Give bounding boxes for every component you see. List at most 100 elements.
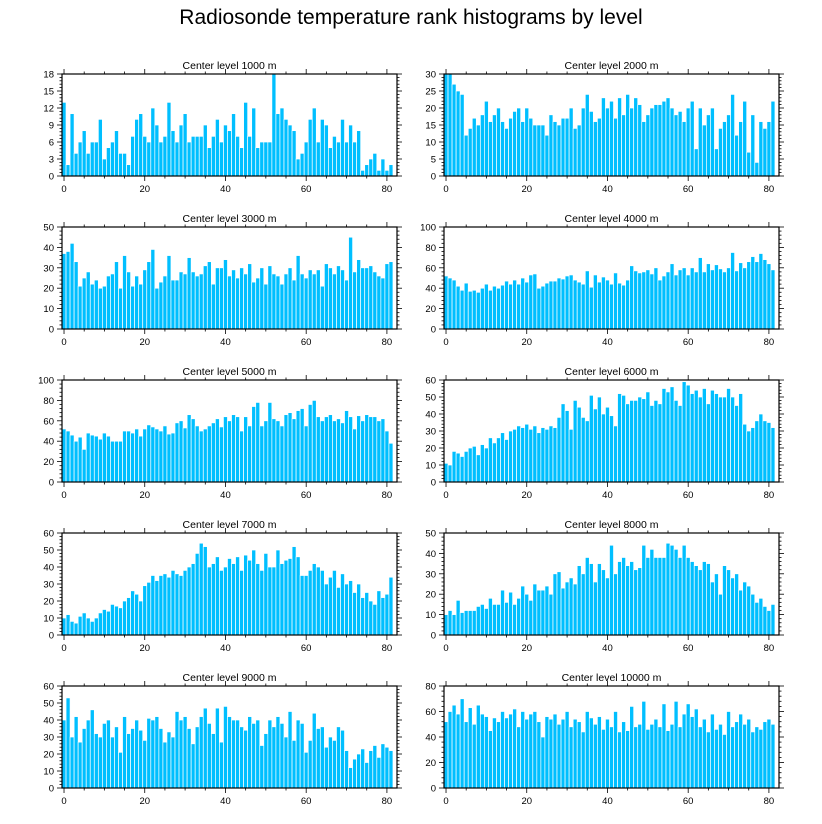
histogram-bar [548, 593, 554, 636]
histogram-bar [243, 416, 249, 483]
histogram-bar [637, 567, 643, 636]
y-tick-label: 0 [431, 631, 436, 642]
histogram-bar [645, 269, 651, 330]
histogram-bar [742, 267, 748, 330]
histogram-bar [726, 569, 731, 636]
histogram-bar [227, 130, 232, 177]
histogram-bar [572, 128, 578, 177]
histogram-bar [336, 141, 341, 177]
histogram-bar [669, 544, 675, 636]
x-tick-label: 0 [443, 796, 448, 807]
histogram-bar [170, 130, 176, 177]
histogram-bar [637, 104, 643, 177]
histogram-bar [669, 723, 675, 789]
histogram-bar [146, 717, 152, 789]
histogram-bar [665, 730, 671, 789]
histogram-bar [459, 612, 465, 636]
histogram-bar [584, 557, 590, 636]
y-tick-label: 0 [49, 784, 54, 795]
histogram-bar [528, 599, 534, 636]
y-tick-label: 20 [43, 457, 54, 468]
histogram-bar [609, 544, 614, 636]
histogram-bar [352, 428, 357, 483]
histogram-bar [613, 425, 618, 483]
histogram-bar [560, 718, 566, 789]
histogram-bar [384, 746, 390, 789]
histogram-bar [174, 279, 180, 330]
histogram-bar [206, 723, 212, 789]
x-tick-label: 80 [382, 643, 393, 654]
histogram-bar [267, 141, 273, 177]
histogram-bar [714, 573, 719, 636]
histogram-bar [641, 544, 647, 636]
histogram-bar [548, 718, 554, 789]
histogram-bar [247, 716, 253, 789]
histogram-bar [770, 427, 776, 483]
histogram-bar [714, 728, 719, 789]
histogram-bar [324, 416, 329, 483]
histogram-bar [198, 716, 204, 789]
y-tick-label: 60 [43, 682, 54, 693]
y-tick-label: 10 [43, 614, 54, 625]
x-tick-label: 20 [139, 796, 150, 807]
histogram-bar [267, 719, 273, 789]
histogram-bar [730, 726, 735, 789]
histogram-bar [621, 114, 626, 177]
histogram-bar [198, 273, 204, 330]
histogram-bar [81, 130, 87, 177]
histogram-bar [231, 113, 236, 177]
histogram-bar [360, 597, 366, 636]
histogram-bar [190, 743, 196, 789]
histogram-bar [315, 566, 321, 636]
histogram-bar [629, 400, 635, 483]
histogram-bar [629, 706, 635, 789]
histogram-bar [592, 274, 598, 330]
histogram-bar [536, 589, 542, 636]
histogram-bar [754, 420, 760, 483]
histogram-bar [315, 141, 321, 177]
x-tick-label: 20 [139, 490, 150, 501]
histogram-bar [492, 604, 497, 636]
histogram-bar [609, 726, 614, 789]
histogram-bar [556, 417, 562, 483]
histogram-bar [319, 420, 325, 483]
histogram-bar [150, 249, 156, 330]
histogram-bar [106, 147, 111, 177]
histogram-bar [372, 745, 378, 789]
histogram-bar [536, 432, 542, 483]
histogram-bar [138, 283, 144, 330]
histogram-bar [601, 276, 606, 330]
histogram-bar [303, 425, 309, 483]
histogram-bar [512, 279, 517, 330]
histogram-bar [588, 111, 594, 177]
x-tick-label: 40 [602, 490, 613, 501]
histogram-bar [617, 282, 622, 330]
histogram-bar [102, 609, 107, 636]
histogram-bar [299, 723, 305, 789]
histogram-bar [235, 719, 240, 789]
histogram-bar [324, 263, 329, 330]
histogram-bar [102, 432, 107, 483]
histogram-bar [198, 135, 204, 177]
histogram-bar [645, 114, 651, 177]
histogram-bar [166, 255, 172, 330]
histogram-bar [279, 723, 285, 789]
histogram-bar [770, 604, 776, 636]
histogram-bar [544, 716, 550, 789]
histogram-bar [641, 121, 647, 177]
histogram-bar [657, 403, 663, 483]
histogram-bar [689, 393, 695, 483]
y-tick-label: 3 [49, 155, 54, 166]
histogram-bar [693, 148, 699, 177]
histogram-bar [617, 97, 622, 177]
histogram-bar [182, 570, 188, 636]
histogram-bar [447, 610, 453, 636]
x-tick-label: 60 [301, 184, 312, 195]
histogram-bar [85, 271, 91, 330]
histogram-bar [328, 414, 333, 483]
histogram-bar [451, 83, 457, 177]
histogram-bar [259, 570, 265, 636]
histogram-bar [364, 592, 370, 636]
histogram-bar [762, 420, 768, 483]
histogram-bar [174, 573, 180, 636]
